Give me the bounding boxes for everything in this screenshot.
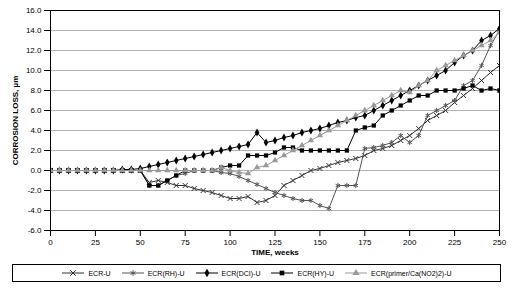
svg-text:10.0: 10.0: [26, 66, 42, 75]
svg-text:225: 225: [448, 238, 462, 247]
svg-text:-4.0: -4.0: [28, 206, 42, 215]
svg-text:12.0: 12.0: [26, 46, 42, 55]
svg-text:2.0: 2.0: [30, 146, 42, 155]
svg-text:0: 0: [48, 238, 53, 247]
svg-text:16.0: 16.0: [26, 6, 42, 15]
svg-text:CORROSION LOSS, µm: CORROSION LOSS, µm: [11, 76, 20, 166]
svg-text:6.0: 6.0: [30, 106, 42, 115]
svg-text:50: 50: [136, 238, 145, 247]
svg-text:75: 75: [181, 238, 190, 247]
html-text:ECR-U: ECR-U: [88, 269, 111, 277]
html-text:ECR(DCI)-U: ECR(DCI)-U: [221, 269, 261, 277]
svg-text:250: 250: [493, 238, 507, 247]
svg-text:TIME, weeks: TIME, weeks: [251, 248, 299, 257]
html-text:ECR(primer/Ca(NO2)2)-U: ECR(primer/Ca(NO2)2)-U: [371, 269, 452, 277]
svg-text:150: 150: [313, 238, 327, 247]
svg-text:25: 25: [91, 238, 100, 247]
html-text:ECR(RH)-U: ECR(RH)-U: [147, 269, 185, 277]
svg-text:14.0: 14.0: [26, 26, 42, 35]
svg-text:8.0: 8.0: [30, 86, 42, 95]
svg-text:175: 175: [358, 238, 372, 247]
svg-text:4.0: 4.0: [30, 126, 42, 135]
svg-text:100: 100: [223, 238, 237, 247]
svg-text:200: 200: [403, 238, 417, 247]
html-text:ECR(HY)-U: ECR(HY)-U: [297, 269, 334, 277]
svg-text:0.0: 0.0: [30, 166, 42, 175]
svg-text:-6.0: -6.0: [28, 226, 42, 235]
svg-text:-2.0: -2.0: [28, 186, 42, 195]
svg-text:125: 125: [268, 238, 282, 247]
